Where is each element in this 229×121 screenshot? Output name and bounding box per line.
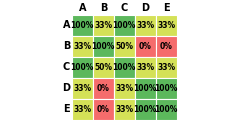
Bar [72, 99, 93, 120]
Bar [93, 78, 114, 99]
Text: 33%: 33% [157, 21, 175, 30]
Text: 33%: 33% [73, 105, 91, 114]
Text: 100%: 100% [71, 21, 94, 30]
Bar [114, 78, 135, 99]
Bar [72, 78, 93, 99]
Text: E: E [63, 104, 70, 114]
Text: 0%: 0% [139, 42, 152, 51]
Text: 33%: 33% [136, 21, 154, 30]
Text: 100%: 100% [134, 84, 157, 93]
Text: A: A [79, 3, 86, 13]
Bar [93, 99, 114, 120]
Text: 0%: 0% [97, 84, 110, 93]
Text: 100%: 100% [92, 42, 115, 51]
Text: 33%: 33% [157, 63, 175, 72]
Text: B: B [63, 41, 70, 51]
Text: A: A [63, 20, 70, 30]
Text: 33%: 33% [73, 42, 91, 51]
Text: 33%: 33% [115, 105, 133, 114]
Text: 0%: 0% [97, 105, 110, 114]
Text: B: B [100, 3, 107, 13]
Bar [93, 57, 114, 78]
Text: C: C [121, 3, 128, 13]
Text: 100%: 100% [155, 84, 178, 93]
Bar [156, 15, 177, 36]
Text: D: D [141, 3, 149, 13]
Text: 33%: 33% [94, 21, 112, 30]
Bar [72, 57, 93, 78]
Bar [135, 15, 156, 36]
Text: D: D [62, 83, 70, 93]
Text: 100%: 100% [71, 63, 94, 72]
Bar [93, 36, 114, 57]
Bar [93, 15, 114, 36]
Bar [135, 99, 156, 120]
Text: E: E [163, 3, 170, 13]
Text: 50%: 50% [94, 63, 112, 72]
Text: 50%: 50% [115, 42, 133, 51]
Bar [135, 36, 156, 57]
Text: 100%: 100% [113, 21, 136, 30]
Bar [156, 36, 177, 57]
Bar [135, 57, 156, 78]
Bar [135, 78, 156, 99]
Bar [156, 78, 177, 99]
Bar [114, 36, 135, 57]
Text: 33%: 33% [115, 84, 133, 93]
Text: 100%: 100% [113, 63, 136, 72]
Text: 33%: 33% [73, 84, 91, 93]
Bar [114, 57, 135, 78]
Bar [114, 15, 135, 36]
Text: 33%: 33% [136, 63, 154, 72]
Bar [72, 36, 93, 57]
Text: 100%: 100% [134, 105, 157, 114]
Text: 100%: 100% [155, 105, 178, 114]
Bar [72, 15, 93, 36]
Text: 0%: 0% [160, 42, 173, 51]
Text: C: C [63, 62, 70, 72]
Bar [156, 99, 177, 120]
Bar [114, 99, 135, 120]
Bar [156, 57, 177, 78]
